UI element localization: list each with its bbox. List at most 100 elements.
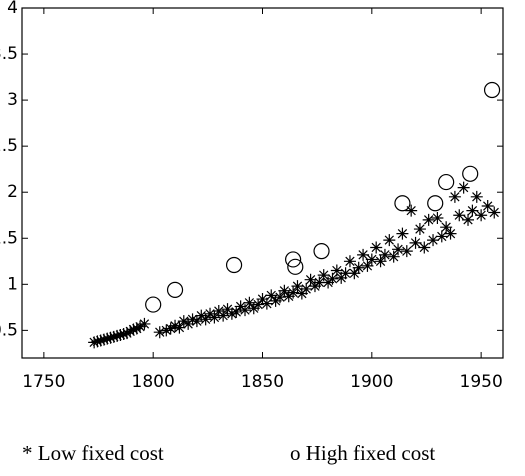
point [212, 305, 225, 318]
point [265, 289, 278, 302]
point [396, 227, 409, 240]
point [438, 173, 455, 191]
point [120, 327, 133, 340]
y-tick-label: 3 [7, 90, 18, 110]
point [431, 212, 444, 224]
point [273, 291, 286, 304]
point [488, 206, 501, 219]
point [300, 282, 313, 295]
point [405, 204, 418, 217]
point [378, 248, 391, 261]
point [117, 328, 130, 341]
legend-label: Low fixed cost [38, 441, 164, 465]
point [481, 200, 494, 213]
point [97, 333, 110, 346]
point [435, 230, 448, 243]
point [217, 309, 230, 322]
point [94, 334, 107, 347]
point [260, 297, 273, 310]
point [448, 190, 461, 203]
point [475, 209, 488, 222]
point [409, 236, 422, 249]
x-tick-label: 1900 [350, 372, 393, 392]
point [239, 304, 252, 317]
point [361, 259, 374, 272]
point [357, 248, 370, 261]
x-tick-label: 1850 [241, 372, 284, 392]
point [138, 317, 151, 330]
point [186, 313, 199, 326]
point [91, 335, 104, 348]
point [199, 313, 212, 326]
point [295, 287, 308, 300]
point [111, 329, 124, 342]
point [348, 267, 361, 280]
point [145, 296, 162, 313]
point [462, 165, 479, 182]
point [440, 221, 453, 234]
point [256, 293, 269, 306]
plot-frame [21, 7, 504, 359]
point [104, 331, 117, 344]
point [278, 284, 291, 297]
y-tick-label: 2.5 [0, 136, 18, 156]
point [370, 241, 383, 254]
point [483, 81, 501, 99]
point [124, 325, 137, 338]
point [225, 307, 238, 320]
point [457, 181, 470, 194]
point [285, 251, 302, 268]
y-tick-label: 4 [7, 0, 18, 18]
point [153, 326, 166, 339]
x-tick-label: 1950 [460, 372, 503, 392]
point [365, 253, 378, 266]
legend-entry: o High fixed cost [290, 441, 435, 465]
point [88, 336, 101, 349]
point [221, 303, 234, 316]
point [466, 204, 479, 217]
legend-label: High fixed cost [306, 441, 436, 465]
point [243, 296, 256, 309]
point [166, 281, 184, 298]
point [130, 322, 143, 335]
point [127, 323, 140, 336]
point [470, 190, 483, 203]
x-tick-label: 1800 [132, 372, 175, 392]
point [177, 315, 190, 328]
legend-entry: * Low fixed cost [22, 441, 164, 465]
point [173, 321, 186, 334]
point [304, 273, 317, 286]
point [418, 241, 431, 254]
point [339, 267, 352, 280]
y-tick-label: 2 [7, 182, 18, 202]
point [230, 305, 243, 318]
point [252, 298, 265, 311]
point [462, 213, 475, 226]
point [287, 286, 300, 299]
point [182, 317, 195, 330]
point [374, 255, 387, 268]
point [427, 234, 440, 247]
point [387, 250, 400, 263]
point [422, 213, 435, 226]
legend-marker: * [22, 441, 33, 465]
y-tick-label: 1 [7, 274, 18, 294]
point [114, 328, 127, 341]
point [164, 322, 177, 335]
y-tick-label: 0.5 [0, 320, 18, 340]
point [313, 276, 326, 289]
point [134, 320, 147, 333]
point [190, 315, 203, 328]
legend-marker: o [290, 441, 301, 465]
point [208, 311, 221, 324]
point [160, 324, 173, 337]
point [383, 234, 396, 247]
point [291, 280, 304, 293]
point [335, 271, 348, 284]
point [169, 319, 182, 332]
point [330, 264, 343, 277]
point [453, 209, 466, 222]
point [352, 261, 365, 274]
point [413, 223, 426, 236]
